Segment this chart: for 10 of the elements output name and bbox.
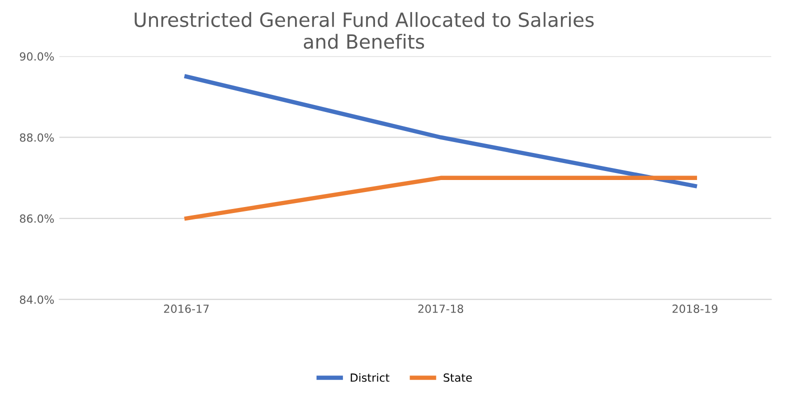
x-tick-label: 2016-17: [164, 304, 209, 313]
y-tick-label: 84.0%: [20, 295, 54, 304]
legend-label: State: [444, 373, 472, 382]
x-tick-label: 2017-18: [418, 304, 464, 313]
legend-label: District: [350, 373, 390, 382]
y-tick-label: 86.0%: [20, 214, 54, 223]
chart-title: Unrestricted General Fund Allocated to Salaries and Benefits: [134, 12, 594, 49]
x-tick-label: 2018-19: [672, 304, 718, 313]
y-tick-label: 90.0%: [20, 52, 54, 61]
y-tick-label: 88.0%: [20, 133, 54, 142]
